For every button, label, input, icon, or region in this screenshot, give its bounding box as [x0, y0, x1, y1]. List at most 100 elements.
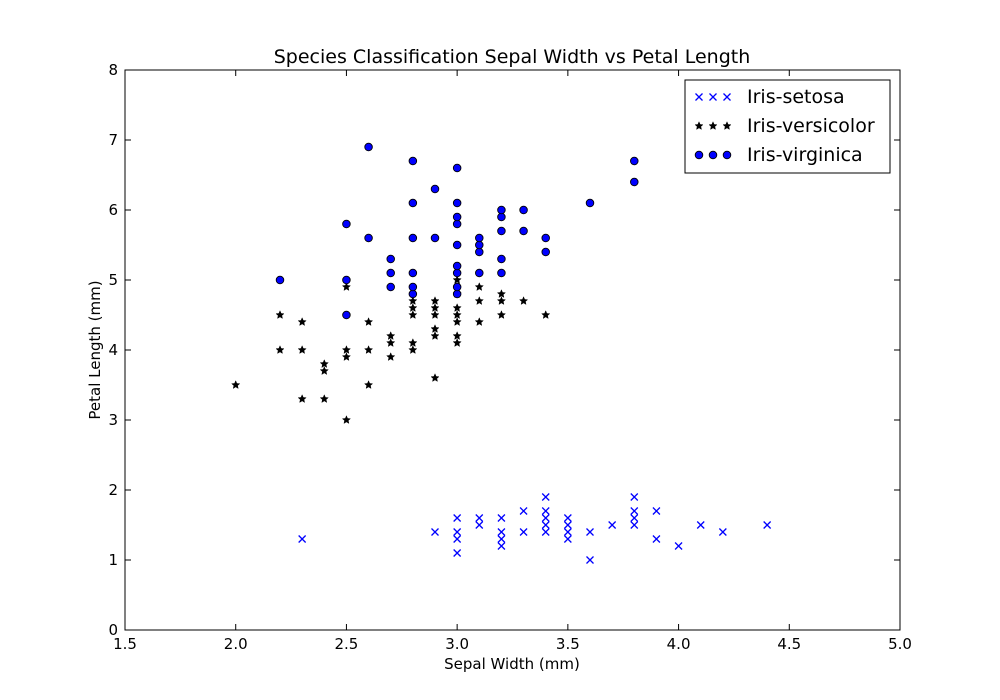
series-iris-setosa: [298, 493, 772, 564]
data-point: [630, 514, 639, 522]
data-point: [718, 528, 727, 536]
x-axis-label: Sepal Width (mm): [444, 655, 580, 673]
y-tick-label: 8: [108, 61, 118, 79]
data-point: [497, 268, 506, 278]
data-point: [652, 507, 661, 515]
data-point: [341, 282, 352, 291]
data-point: [430, 310, 440, 319]
legend-marker: [709, 93, 717, 101]
data-point: [541, 247, 550, 257]
x-tick-label: 2.0: [224, 635, 248, 653]
data-point: [364, 142, 373, 152]
data-point: [408, 345, 418, 354]
data-point: [453, 535, 462, 543]
data-point: [474, 296, 484, 305]
data-point: [386, 352, 396, 361]
data-point: [408, 282, 418, 292]
data-point: [518, 296, 529, 305]
data-point: [497, 542, 506, 550]
y-tick-label: 0: [108, 621, 118, 639]
y-tick-label: 1: [108, 551, 118, 569]
data-point: [452, 240, 462, 250]
data-point: [408, 198, 418, 208]
data-point: [586, 528, 594, 536]
data-point: [563, 528, 572, 536]
data-point: [541, 233, 550, 243]
legend-markers: [694, 93, 732, 160]
data-point: [474, 317, 484, 326]
legend-marker: [722, 150, 732, 160]
data-point: [452, 163, 462, 173]
data-point: [452, 212, 462, 222]
data-point: [319, 394, 329, 403]
data-point: [430, 233, 440, 243]
data-point: [430, 324, 440, 333]
data-point: [586, 556, 594, 564]
data-point: [630, 156, 639, 166]
data-point: [453, 528, 462, 536]
legend-marker: [695, 93, 703, 101]
y-axis-label: Petal Length (mm): [86, 280, 104, 419]
data-point: [453, 514, 462, 522]
data-point: [342, 275, 351, 285]
data-point: [386, 331, 396, 340]
data-point: [541, 521, 550, 529]
data-point: [342, 219, 351, 229]
legend-label-virginica: Iris-virginica: [747, 144, 863, 166]
data-point: [363, 380, 374, 389]
plot-frame: [124, 69, 901, 631]
y-axis: 0 1 2 3 4 5 6 7 8: [108, 61, 900, 639]
data-point: [319, 366, 329, 375]
data-point: [563, 521, 572, 529]
data-point: [497, 212, 506, 222]
data-point: [363, 317, 374, 326]
data-point: [563, 514, 572, 522]
data-point: [386, 254, 395, 264]
data-point: [452, 303, 462, 312]
data-point: [430, 331, 440, 340]
data-point: [497, 528, 506, 536]
data-point: [297, 317, 307, 326]
data-point: [474, 282, 484, 291]
data-point: [452, 198, 462, 208]
legend-marker: [708, 121, 718, 130]
data-point: [408, 303, 418, 312]
data-point: [541, 493, 550, 501]
data-point: [408, 338, 418, 347]
data-point: [541, 514, 550, 522]
data-point: [475, 247, 484, 257]
data-point: [275, 275, 285, 285]
data-point: [630, 507, 639, 515]
data-point: [696, 521, 705, 529]
data-point: [297, 345, 307, 354]
legend: Iris-setosa Iris-versicolor Iris-virgini…: [684, 79, 891, 174]
data-point: [652, 535, 661, 543]
data-point: [475, 514, 484, 522]
y-tick-label: 4: [108, 341, 118, 359]
data-point: [431, 528, 439, 536]
data-point: [453, 549, 462, 557]
data-point: [497, 226, 506, 236]
data-point: [497, 535, 506, 543]
data-point: [519, 528, 528, 536]
x-tick-label: 5.0: [888, 635, 912, 653]
data-point: [475, 521, 484, 529]
data-point: [408, 289, 418, 299]
x-tick-label: 4.5: [777, 635, 801, 653]
y-tick-label: 2: [108, 481, 118, 499]
series-iris-virginica: [275, 142, 639, 320]
data-point: [342, 310, 351, 320]
data-point: [563, 535, 572, 543]
legend-marker: [708, 150, 718, 160]
data-point: [608, 521, 617, 529]
data-point: [341, 352, 352, 361]
data-point: [452, 317, 462, 326]
legend-marker: [723, 93, 731, 101]
legend-label-versicolor: Iris-versicolor: [747, 115, 875, 137]
data-point: [475, 268, 484, 278]
data-point: [231, 380, 241, 389]
data-point: [452, 275, 462, 284]
x-axis: 1.5 2.0 2.5 3.0 3.5 4.0 4.5 5.0: [113, 70, 912, 653]
legend-marker: [694, 121, 704, 130]
